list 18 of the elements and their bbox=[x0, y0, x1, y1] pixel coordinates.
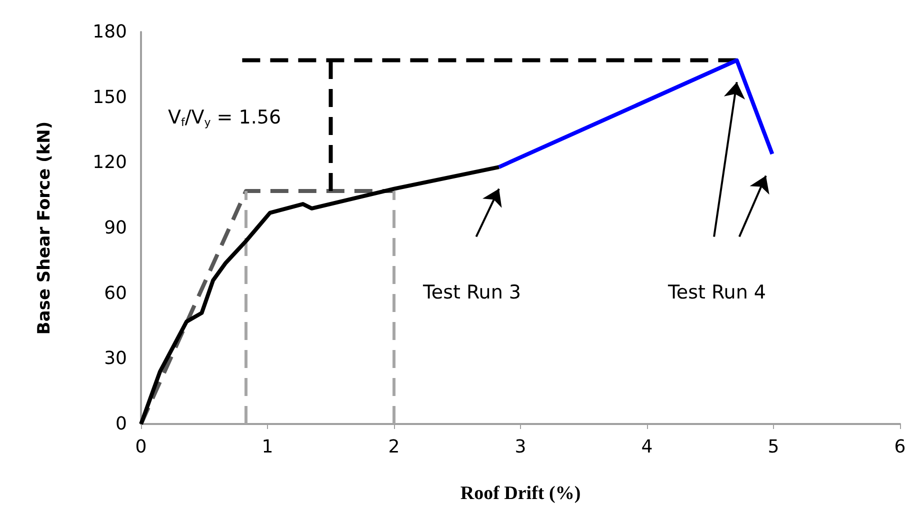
y-tick-label: 180 bbox=[92, 22, 127, 42]
x-tick-label: 2 bbox=[388, 436, 400, 458]
y-tick-label: 0 bbox=[116, 414, 127, 434]
x-tick-label: 6 bbox=[894, 436, 906, 458]
y-tick-label: 120 bbox=[92, 152, 127, 174]
annotation: Test Run 3 bbox=[422, 282, 522, 304]
y-axis-title: Base Shear Force (kN) bbox=[34, 121, 54, 335]
annotation: Test Run 4 bbox=[667, 282, 766, 304]
x-tick-label: 1 bbox=[262, 436, 274, 458]
x-axis-title: Roof Drift (%) bbox=[460, 483, 581, 504]
y-tick-label: 60 bbox=[104, 282, 127, 304]
y-tick-label: 30 bbox=[104, 348, 127, 370]
y-tick-label: 150 bbox=[92, 86, 127, 108]
x-tick-label: 0 bbox=[135, 436, 147, 458]
x-tick-label: 4 bbox=[641, 436, 653, 458]
x-tick-label: 3 bbox=[514, 436, 526, 458]
y-tick-label: 90 bbox=[104, 218, 127, 238]
x-tick-label: 5 bbox=[768, 436, 780, 458]
